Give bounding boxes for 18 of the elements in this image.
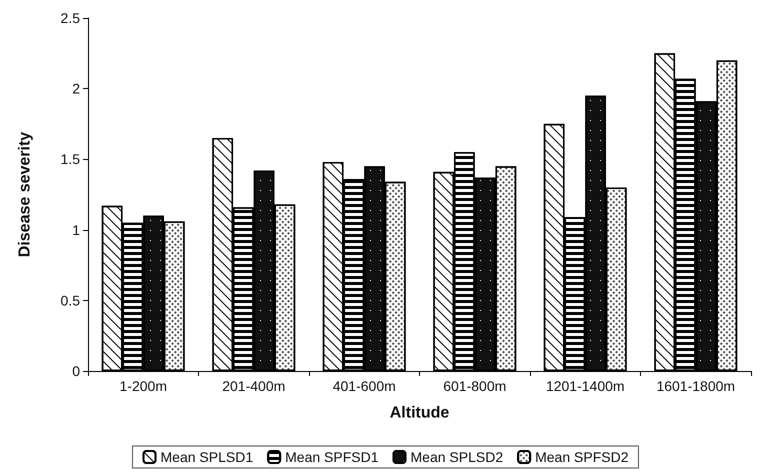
y-tick-label: 2.5 bbox=[60, 10, 80, 26]
legend-label: Mean SPLSD2 bbox=[410, 449, 504, 465]
legend-label: Mean SPFSD2 bbox=[535, 449, 629, 465]
x-tick-label: 1201-1400m bbox=[546, 378, 625, 394]
y-tick-label: 1 bbox=[72, 222, 80, 238]
x-tick-label: 201-400m bbox=[222, 378, 286, 394]
legend-label: Mean SPLSD1 bbox=[160, 449, 254, 465]
x-tick-label: 1-200m bbox=[120, 378, 167, 394]
x-tick-label: 401-600m bbox=[332, 378, 396, 394]
y-tick-label: 2 bbox=[72, 80, 80, 97]
x-axis-title: Altitude bbox=[390, 404, 450, 422]
y-tick-label: 0.5 bbox=[60, 292, 80, 308]
x-tick-label: 1601-1800m bbox=[656, 378, 736, 394]
legend-label: Mean SPFSD1 bbox=[285, 449, 379, 465]
y-axis-title: Disease severity bbox=[16, 132, 34, 258]
y-tick-label: 0 bbox=[72, 363, 80, 379]
y-tick-label: 1.5 bbox=[60, 151, 80, 168]
x-tick-label: 601-800m bbox=[443, 378, 506, 394]
